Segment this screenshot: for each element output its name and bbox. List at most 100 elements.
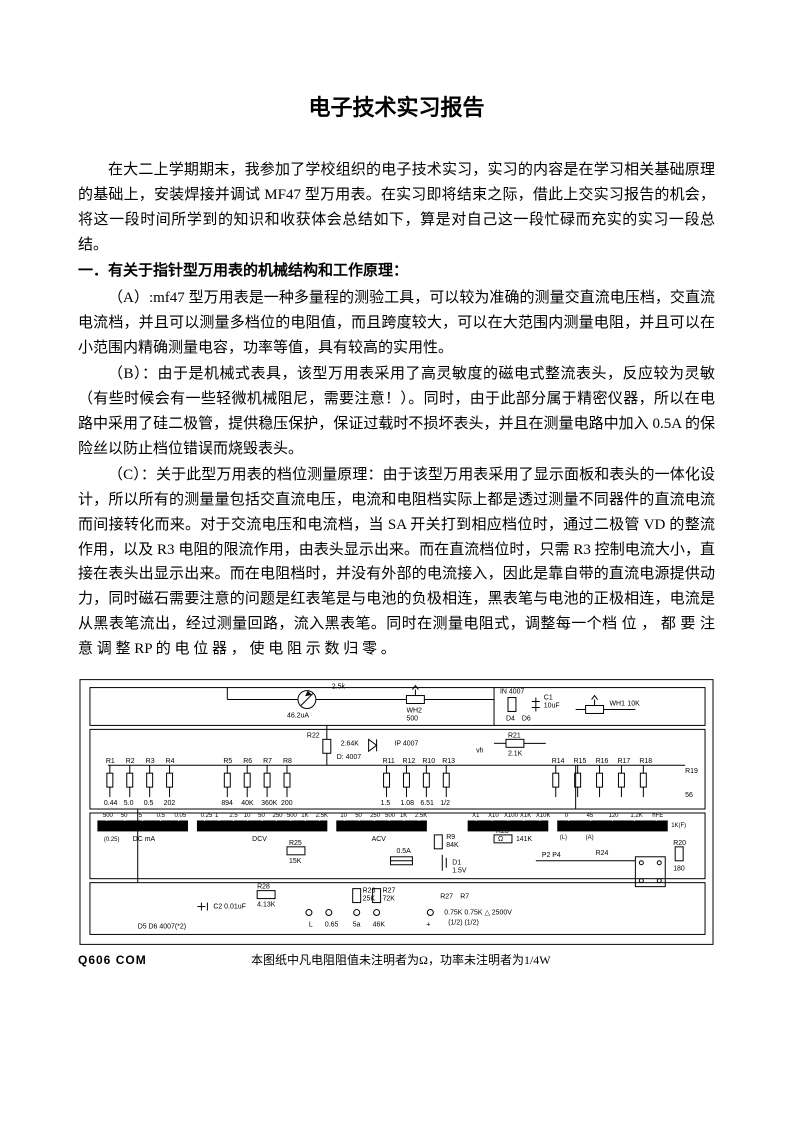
svg-text:R4: R4	[166, 759, 175, 766]
svg-text:C2 0.01uF: C2 0.01uF	[213, 904, 245, 911]
intro-paragraph: 在大二上学期期末，我参加了学校组织的电子技术实习，实习的内容是在学习相关基础原理…	[78, 158, 715, 257]
svg-text:46.2uA: 46.2uA	[287, 713, 309, 720]
svg-text:500: 500	[287, 813, 298, 819]
svg-text:P2 P4: P2 P4	[542, 852, 561, 859]
svg-text:1: 1	[215, 813, 219, 819]
svg-text:WH1: WH1	[609, 701, 625, 708]
svg-text:IP 4007: IP 4007	[395, 741, 419, 748]
svg-text:IN 4007: IN 4007	[500, 689, 524, 696]
svg-text:Ω: Ω	[498, 836, 503, 843]
svg-text:R3: R3	[146, 759, 155, 766]
svg-text:R25: R25	[289, 840, 302, 847]
svg-text:84K: 84K	[446, 842, 459, 849]
svg-text:R20: R20	[673, 840, 686, 847]
svg-text:R13: R13	[442, 759, 455, 766]
diagram-footer: Q606 COM 本图纸中凡电阻阻值未注明者为Ω，功率未注明者为1/4W	[78, 951, 715, 971]
svg-text:R8: R8	[283, 759, 292, 766]
svg-text:1K(F): 1K(F)	[671, 823, 686, 829]
svg-text:R16: R16	[596, 759, 609, 766]
svg-text:R6: R6	[243, 759, 252, 766]
svg-text:DC mA: DC mA	[133, 836, 156, 843]
svg-text:250: 250	[370, 813, 381, 819]
svg-text:500: 500	[385, 813, 396, 819]
svg-text:50: 50	[355, 813, 362, 819]
paragraph-b: （B）：由于是机械式表具，该型万用表采用了高灵敏度的磁电式整流表头，反应较为灵敏…	[78, 362, 715, 461]
svg-text:vh: vh	[476, 748, 483, 755]
svg-text:180: 180	[673, 866, 685, 873]
svg-text:25K: 25K	[363, 896, 376, 903]
svg-text:D: 4007: D: 4007	[337, 755, 361, 762]
svg-text:1K: 1K	[301, 813, 308, 819]
svg-text:1.5V: 1.5V	[452, 868, 467, 875]
site-label: Q606 COM	[78, 951, 147, 971]
svg-text:R18: R18	[639, 759, 652, 766]
svg-text:R27: R27	[383, 888, 396, 895]
svg-text:R7: R7	[263, 759, 272, 766]
svg-text:D6: D6	[522, 716, 531, 723]
svg-text:R7: R7	[460, 894, 469, 901]
circuit-diagram: 2.5k 46.2uA WH2 500 IN 4007 D4 C1 10uF D…	[78, 677, 715, 947]
svg-text:1.08: 1.08	[400, 800, 414, 807]
svg-text:10uF: 10uF	[544, 703, 560, 710]
svg-text:0.05: 0.05	[175, 813, 187, 819]
svg-text:R1: R1	[106, 759, 115, 766]
svg-text:50: 50	[258, 813, 265, 819]
svg-text:1.5: 1.5	[381, 800, 391, 807]
svg-text:200: 200	[281, 800, 293, 807]
svg-text:2.5K: 2.5K	[316, 813, 328, 819]
svg-text:R23: R23	[496, 828, 509, 835]
svg-text:R14: R14	[552, 759, 565, 766]
svg-text:R28: R28	[257, 884, 270, 891]
svg-text:R2: R2	[126, 759, 135, 766]
svg-text:202: 202	[164, 800, 176, 807]
svg-text:0.5: 0.5	[144, 800, 154, 807]
svg-text:R5: R5	[223, 759, 232, 766]
svg-text:2.5K: 2.5K	[415, 813, 427, 819]
svg-text:+: +	[426, 922, 430, 929]
section-1-heading: 一．有关于指针型万用表的机械结构和工作原理：	[78, 259, 715, 284]
svg-text:R17: R17	[617, 759, 630, 766]
svg-text:D1: D1	[452, 860, 461, 867]
svg-text:10K: 10K	[627, 701, 640, 708]
svg-text:5: 5	[139, 813, 143, 819]
svg-text:1/2: 1/2	[440, 800, 450, 807]
svg-text:R27: R27	[440, 894, 453, 901]
svg-text:R10: R10	[422, 759, 435, 766]
svg-text:15K: 15K	[289, 858, 302, 865]
svg-text:250: 250	[273, 813, 284, 819]
page-title: 电子技术实习报告	[78, 90, 715, 126]
svg-text:D4: D4	[506, 716, 515, 723]
svg-text:1.2K: 1.2K	[630, 813, 642, 819]
svg-text:X10: X10	[488, 813, 499, 819]
svg-text:45: 45	[587, 813, 594, 819]
paragraph-a: （A）:mf47 型万用表是一种多量程的测验工具，可以较为准确的测量交直流电压档…	[78, 286, 715, 360]
svg-text:1K: 1K	[400, 813, 407, 819]
svg-text:R19: R19	[685, 768, 698, 775]
svg-text:0.25: 0.25	[201, 813, 213, 819]
svg-text:0.75K 0.75K △ 2500V: 0.75K 0.75K △ 2500V	[444, 910, 512, 917]
svg-text:2.5: 2.5	[229, 813, 238, 819]
svg-text:WH2: WH2	[406, 708, 422, 715]
svg-text:141K: 141K	[516, 836, 533, 843]
svg-text:X1K: X1K	[520, 813, 531, 819]
svg-text:10: 10	[340, 813, 347, 819]
svg-text:(1/2) (1/2): (1/2) (1/2)	[448, 920, 479, 927]
svg-text:X10K: X10K	[536, 813, 551, 819]
svg-text:5a: 5a	[353, 922, 361, 929]
svg-text:4.13K: 4.13K	[257, 902, 276, 909]
svg-text:0.5A: 0.5A	[397, 848, 412, 855]
svg-text:50: 50	[121, 813, 128, 819]
svg-text:R22: R22	[307, 733, 320, 740]
svg-text:(A): (A)	[586, 835, 594, 841]
svg-text:72K: 72K	[383, 896, 396, 903]
svg-text:R12: R12	[402, 759, 415, 766]
svg-text:hFE: hFE	[652, 813, 663, 819]
svg-text:2.64K: 2.64K	[341, 741, 360, 748]
svg-text:D5 D6 4007(*2): D5 D6 4007(*2)	[138, 924, 186, 931]
svg-text:ACV: ACV	[372, 836, 387, 843]
paragraph-c: （C）：关于此型万用表的档位测量原理：由于该型万用表采用了显示面板和表头的一体化…	[78, 463, 715, 661]
svg-text:46K: 46K	[373, 922, 386, 929]
svg-text:40K: 40K	[241, 800, 254, 807]
svg-text:360K: 360K	[261, 800, 278, 807]
svg-text:0.65: 0.65	[325, 922, 339, 929]
